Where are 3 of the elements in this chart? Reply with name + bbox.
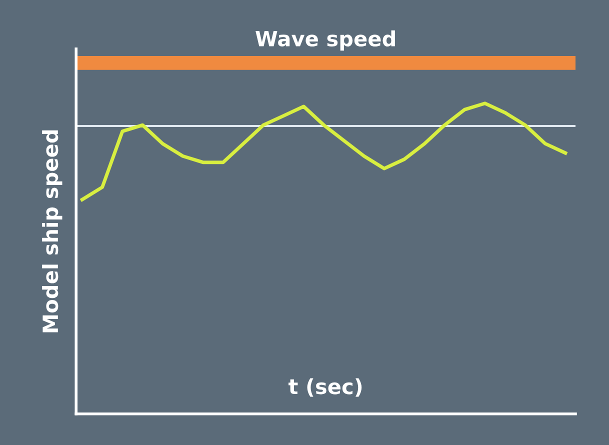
y-axis-title: Model ship speed [42,130,62,332]
x-axis-title: t (sec) [288,378,362,397]
ref-line-label: Wave speed [256,30,395,51]
